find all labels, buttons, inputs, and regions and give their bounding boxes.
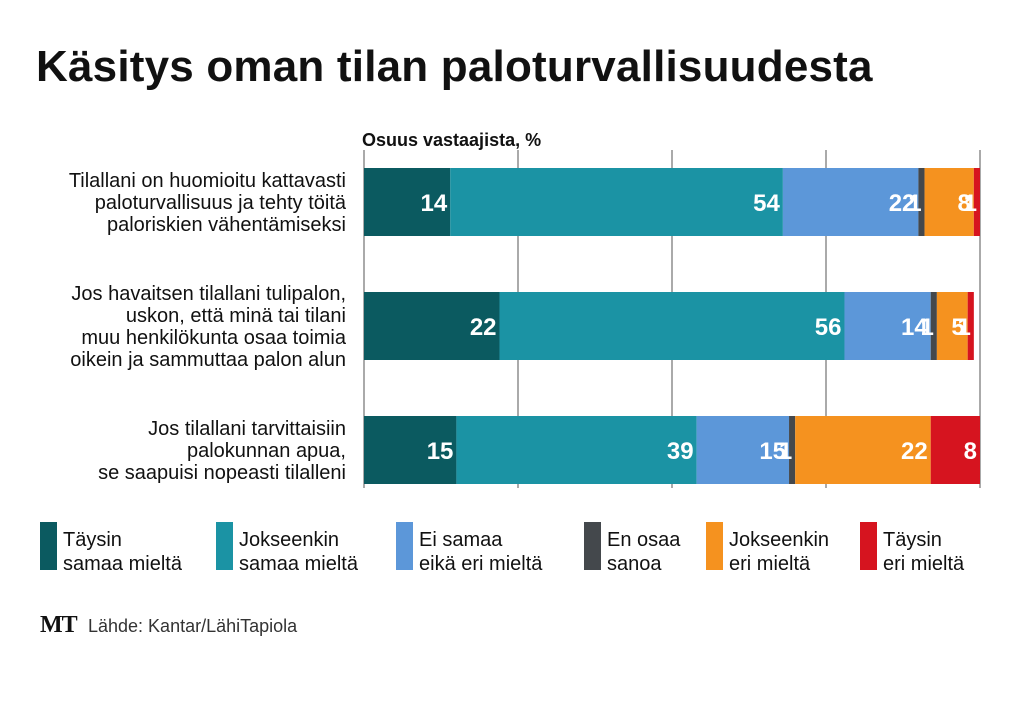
bar-segment: [795, 416, 931, 484]
value-label: 1: [957, 314, 970, 341]
value-label: 1: [964, 190, 977, 217]
legend-swatch: [860, 522, 877, 570]
bar-segment: [918, 168, 925, 236]
category-label: Tilallani on huomioitu kattavasti: [69, 170, 346, 192]
legend-swatch: [706, 522, 723, 570]
bar-segment: [924, 168, 974, 236]
bar-segment: [696, 416, 790, 484]
bar-segment: [450, 168, 783, 236]
bar-segment: [364, 168, 451, 236]
value-label: 15: [427, 438, 454, 465]
legend-label: eri mieltä: [883, 553, 965, 575]
bar-segment: [936, 292, 968, 360]
value-label: 8: [964, 438, 977, 465]
value-label: 22: [901, 438, 928, 465]
category-label: muu henkilökunta osaa toimia: [81, 327, 346, 349]
legend-label: Jokseenkin: [239, 529, 339, 551]
category-label: palokunnan apua,: [187, 440, 346, 462]
bar-segment: [930, 416, 980, 484]
legend-label: samaa mieltä: [239, 553, 359, 575]
value-label: 14: [421, 190, 448, 217]
legend-swatch: [396, 522, 413, 570]
legend-label: Täysin: [63, 529, 122, 551]
value-label: 1: [779, 438, 792, 465]
axis-label: Osuus vastaajista, %: [362, 130, 541, 150]
legend-label: sanoa: [607, 553, 662, 575]
legend-label: En osaa: [607, 529, 681, 551]
value-label: 8: [957, 190, 970, 217]
value-label: 14: [901, 314, 928, 341]
legend-label: samaa mieltä: [63, 553, 183, 575]
bar-segment: [364, 292, 500, 360]
value-label: 22: [470, 314, 497, 341]
legend-label: Jokseenkin: [729, 529, 829, 551]
legend-label: Täysin: [883, 529, 942, 551]
bar-segment: [844, 292, 931, 360]
value-label: 54: [753, 190, 780, 217]
bar-segment: [789, 416, 796, 484]
category-label: paloturvallisuus ja tehty töitä: [95, 192, 347, 214]
value-label: 15: [759, 438, 786, 465]
legend-label: Ei samaa: [419, 529, 503, 551]
bar-segment: [364, 416, 457, 484]
category-label: Jos tilallani tarvittaisiin: [148, 418, 346, 440]
bar-segment: [456, 416, 697, 484]
category-label: uskon, että minä tai tilani: [126, 305, 346, 327]
bar-segment: [930, 292, 937, 360]
chart-title: Käsitys oman tilan paloturvallisuudesta: [36, 42, 873, 91]
legend-swatch: [584, 522, 601, 570]
mt-logo: MT: [40, 612, 78, 638]
legend-swatch: [40, 522, 57, 570]
value-label: 1: [908, 190, 921, 217]
value-label: 5: [951, 314, 964, 341]
value-label: 1: [921, 314, 934, 341]
category-label: oikein ja sammuttaa palon alun: [70, 349, 346, 371]
legend-swatch: [216, 522, 233, 570]
value-label: 22: [889, 190, 916, 217]
bar-segment: [967, 292, 974, 360]
legend-label: eikä eri mieltä: [419, 553, 543, 575]
category-label: se saapuisi nopeasti tilalleni: [98, 462, 346, 484]
category-label: Jos havaitsen tilallani tulipalon,: [71, 283, 346, 305]
bar-segment: [499, 292, 845, 360]
value-label: 39: [667, 438, 694, 465]
category-label: paloriskien vähentämiseksi: [107, 214, 346, 236]
bar-segment: [782, 168, 919, 236]
legend-label: eri mieltä: [729, 553, 811, 575]
bar-segment: [973, 168, 980, 236]
value-label: 56: [815, 314, 842, 341]
source-note: Lähde: Kantar/LähiTapiola: [88, 616, 298, 636]
